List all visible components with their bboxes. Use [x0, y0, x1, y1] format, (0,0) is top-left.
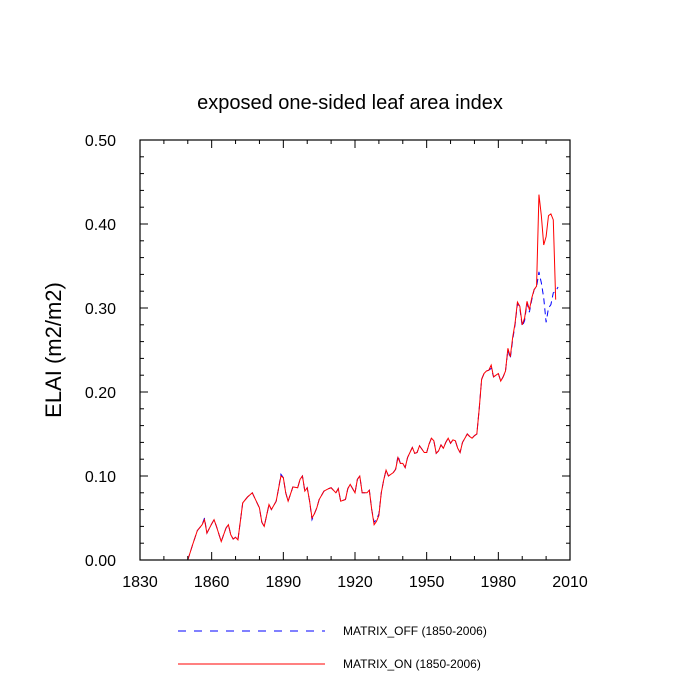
- y-tick-label: 0.40: [85, 217, 116, 234]
- y-axis-label: ELAI (m2/m2): [41, 282, 66, 418]
- chart-title: exposed one-sided leaf area index: [197, 92, 503, 114]
- y-tick-label: 0.20: [85, 385, 116, 402]
- ticks-layer: [139, 139, 571, 561]
- y-tick-label: 0.50: [85, 133, 116, 150]
- x-tick-label: 1980: [481, 574, 517, 591]
- tick-labels-layer: 1830 1860 1890 1920 1950 1980 2010 0.00 0.10 0.20…: [85, 133, 588, 591]
- x-tick-label: 1860: [194, 574, 230, 591]
- y-tick-label: 0.00: [85, 553, 116, 570]
- legend-label-1: MATRIX_OFF (1850-2006): [343, 624, 487, 638]
- legend: MATRIX_OFF (1850-2006) MATRIX_ON (1850-20…: [178, 624, 487, 671]
- legend-label-2: MATRIX_ON (1850-2006): [343, 657, 481, 671]
- series-layer: [187, 194, 559, 561]
- x-tick-label: 2010: [552, 574, 588, 591]
- plot-area: 1830 1860 1890 1920 1950 1980 2010 0.00 0.10 0.20…: [85, 133, 588, 591]
- series-line-2: [187, 194, 557, 561]
- plot-frame: [139, 139, 571, 561]
- x-tick-label: 1890: [266, 574, 302, 591]
- x-tick-label: 1830: [122, 574, 158, 591]
- y-tick-label: 0.10: [85, 469, 116, 486]
- x-tick-label: 1950: [409, 574, 445, 591]
- y-tick-label: 0.30: [85, 301, 116, 318]
- x-tick-label: 1920: [337, 574, 373, 591]
